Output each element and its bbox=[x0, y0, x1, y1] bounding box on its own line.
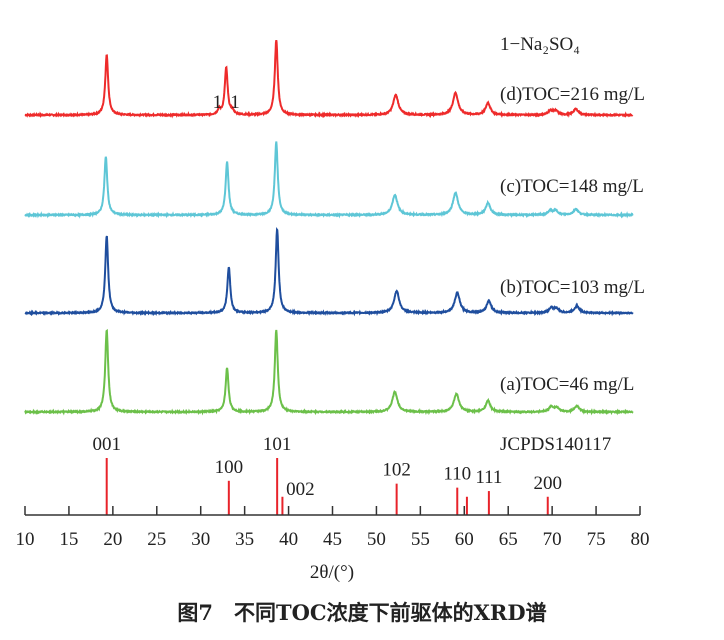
xrd-curve-3 bbox=[24, 328, 634, 416]
x-tick-label: 40 bbox=[279, 529, 298, 550]
hkl-label: 001 bbox=[92, 434, 121, 455]
figure-caption: 图7 不同TOC浓度下前驱体的XRD谱 bbox=[177, 600, 546, 625]
x-tick-label: 20 bbox=[103, 529, 122, 550]
x-tick-label: 30 bbox=[191, 529, 210, 550]
hkl-label: 200 bbox=[534, 473, 563, 494]
x-tick-label: 65 bbox=[499, 529, 518, 550]
reference-label: JCPDS140117 bbox=[500, 434, 611, 455]
x-tick-label: 25 bbox=[147, 529, 166, 550]
xrd-curve-2 bbox=[24, 226, 634, 317]
hkl-label: 101 bbox=[263, 434, 292, 455]
hkl-label: 100 bbox=[215, 457, 244, 478]
reference-lines: 001 100 101 002 102 110 111 200 bbox=[92, 434, 562, 515]
series-label: (a)TOC=46 mg/L bbox=[500, 374, 634, 395]
x-axis-title: 2θ/(°) bbox=[310, 562, 354, 583]
phase-label: 1−Na₂SO₄ bbox=[500, 34, 580, 55]
hkl-label: 102 bbox=[382, 460, 411, 481]
x-tick-label: 70 bbox=[543, 529, 562, 550]
x-tick-label: 45 bbox=[323, 529, 342, 550]
x-tick-label: 60 bbox=[455, 529, 474, 550]
x-tick-label: 15 bbox=[59, 529, 78, 550]
series-label: (c)TOC=148 mg/L bbox=[500, 176, 644, 197]
xrd-curve-1 bbox=[24, 141, 634, 219]
peak-annotation: 1 bbox=[213, 92, 223, 113]
x-tick-label: 35 bbox=[235, 529, 254, 550]
x-tick-label: 50 bbox=[367, 529, 386, 550]
x-tick-label: 80 bbox=[631, 529, 650, 550]
x-tick-label: 10 bbox=[16, 529, 35, 550]
series-label: (d)TOC=216 mg/L bbox=[500, 84, 645, 105]
xrd-curves: (d)TOC=216 mg/L 1 1 (c)TOC=148 mg/L (b)TOC=1… bbox=[24, 40, 645, 416]
hkl-label: 111 bbox=[475, 467, 502, 488]
x-axis: 10 15 20 25 30 35 40 45 50 55 60 65 70 75 80 bbox=[16, 506, 650, 550]
x-tick-label: 75 bbox=[587, 529, 606, 550]
series-label: (b)TOC=103 mg/L bbox=[500, 277, 645, 298]
hkl-label: 002 bbox=[286, 479, 315, 500]
xrd-curve-0 bbox=[24, 40, 634, 119]
x-tick-label: 55 bbox=[411, 529, 430, 550]
hkl-label: 110 bbox=[443, 464, 471, 485]
peak-annotation: 1 bbox=[230, 92, 240, 113]
